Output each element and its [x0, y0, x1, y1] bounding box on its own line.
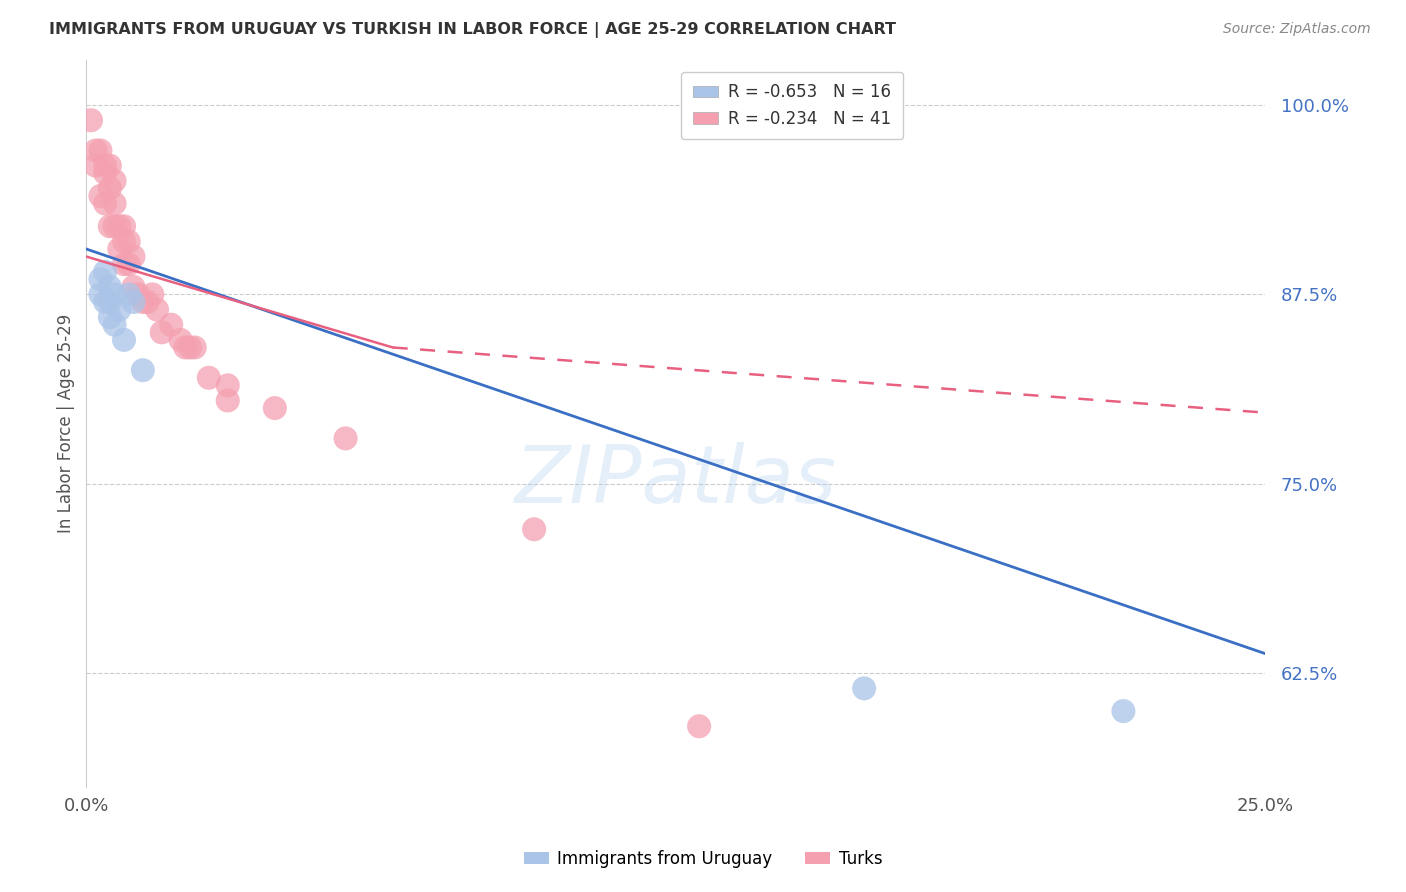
Point: [112, 219, 135, 234]
Point: [112, 333, 135, 347]
Point: [136, 295, 159, 310]
Point: [94, 166, 117, 180]
Point: [94, 265, 117, 279]
Point: [132, 363, 155, 377]
Point: [89, 144, 111, 158]
Point: [263, 401, 285, 415]
Point: [217, 393, 239, 408]
Point: [89, 272, 111, 286]
Point: [179, 341, 201, 355]
Point: [103, 174, 125, 188]
Text: ZIPatlas: ZIPatlas: [515, 442, 837, 520]
Point: [80, 113, 103, 128]
Y-axis label: In Labor Force | Age 25-29: In Labor Force | Age 25-29: [58, 314, 75, 533]
Point: [122, 250, 145, 264]
Point: [103, 287, 125, 301]
Point: [523, 522, 546, 536]
Point: [183, 341, 205, 355]
Point: [1112, 704, 1135, 718]
Legend: Immigrants from Uruguay, Turks: Immigrants from Uruguay, Turks: [517, 844, 889, 875]
Point: [118, 287, 141, 301]
Point: [84, 159, 107, 173]
Point: [103, 318, 125, 332]
Point: [132, 295, 155, 310]
Point: [89, 287, 111, 301]
Point: [98, 219, 121, 234]
Point: [103, 219, 125, 234]
Point: [103, 196, 125, 211]
Point: [853, 681, 876, 696]
Point: [108, 219, 131, 234]
Point: [108, 302, 131, 317]
Point: [89, 189, 111, 203]
Point: [98, 310, 121, 325]
Point: [150, 326, 173, 340]
Point: [108, 242, 131, 256]
Point: [169, 333, 191, 347]
Point: [174, 341, 197, 355]
Point: [198, 371, 221, 385]
Legend: R = -0.653   N = 16, R = -0.234   N = 41: R = -0.653 N = 16, R = -0.234 N = 41: [682, 71, 903, 139]
Point: [160, 318, 183, 332]
Point: [98, 181, 121, 195]
Point: [118, 235, 141, 249]
Point: [335, 431, 357, 445]
Point: [94, 196, 117, 211]
Point: [688, 719, 710, 733]
Point: [112, 235, 135, 249]
Point: [112, 257, 135, 271]
Point: [94, 159, 117, 173]
Point: [146, 302, 169, 317]
Point: [141, 287, 163, 301]
Text: IMMIGRANTS FROM URUGUAY VS TURKISH IN LABOR FORCE | AGE 25-29 CORRELATION CHART: IMMIGRANTS FROM URUGUAY VS TURKISH IN LA…: [49, 22, 896, 38]
Text: Source: ZipAtlas.com: Source: ZipAtlas.com: [1223, 22, 1371, 37]
Point: [94, 295, 117, 310]
Point: [122, 280, 145, 294]
Point: [98, 280, 121, 294]
Point: [122, 295, 145, 310]
Point: [118, 257, 141, 271]
Point: [84, 144, 107, 158]
Point: [127, 287, 149, 301]
Point: [217, 378, 239, 392]
Point: [98, 159, 121, 173]
Point: [98, 295, 121, 310]
